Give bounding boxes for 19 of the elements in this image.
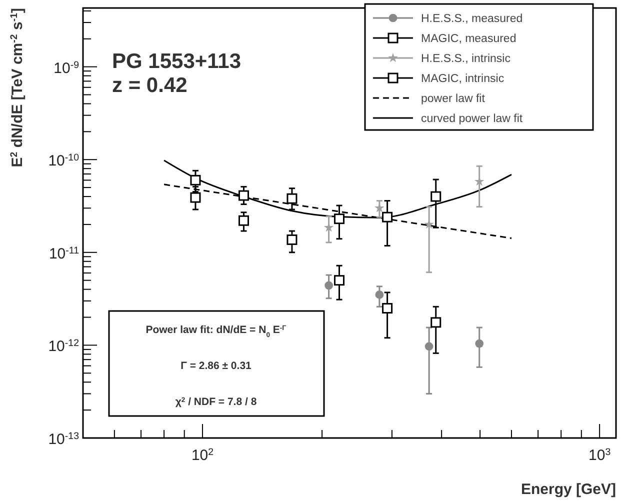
legend-label: H.E.S.S., measured (421, 13, 523, 25)
legend-label: MAGIC, intrinsic (421, 73, 504, 85)
legend-label: H.E.S.S., intrinsic (421, 53, 511, 65)
annotation: Power law fit: dN/dE = N$_{0}$ E$^{-Γ}$ (146, 324, 286, 338)
text: z = 0.42 (112, 74, 188, 97)
x-axis-title: Energy [GeV] (520, 481, 616, 498)
annotation: Γ = 2.86 ± 0.31 (180, 360, 252, 372)
legend-label: MAGIC, measured (421, 33, 516, 45)
text: PG 1553+113 (112, 50, 242, 73)
annotation: χ$^{2}$ / NDF = 7.8 / 8 (175, 396, 257, 408)
y-tick-label: 10$^{-9}$ (54, 59, 79, 77)
x-tick-label: 10$^{3}$ (588, 446, 611, 464)
x-tick-label: 10$^{2}$ (191, 446, 214, 464)
legend-label: power law fit (421, 93, 486, 105)
legend-label: curved power law fit (421, 113, 524, 125)
y-tick-label: 10$^{-12}$ (48, 338, 79, 356)
y-tick-label: 10$^{-11}$ (48, 244, 79, 262)
y-tick-label: 10$^{-13}$ (48, 430, 79, 448)
y-tick-label: 10$^{-10}$ (48, 152, 80, 170)
